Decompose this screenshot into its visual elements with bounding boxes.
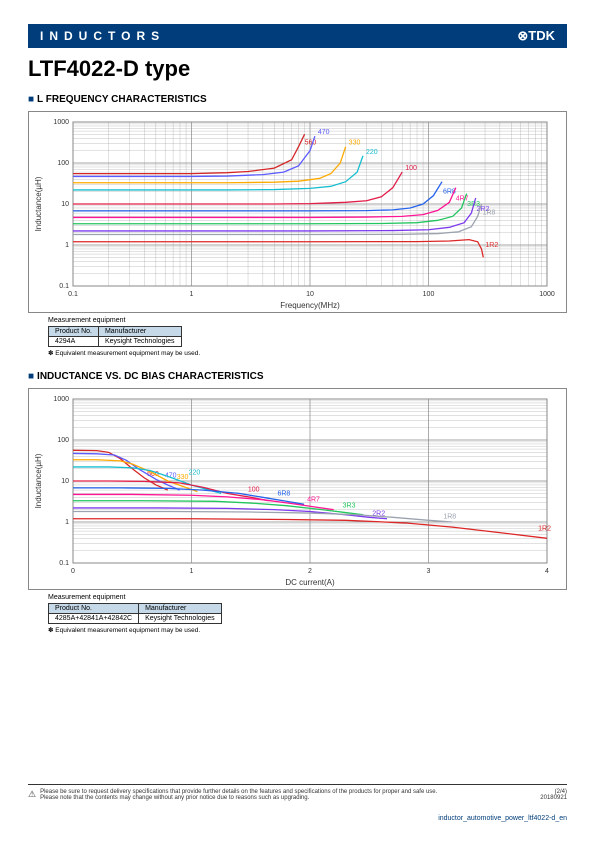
svg-text:1: 1: [190, 568, 194, 575]
svg-text:10: 10: [61, 478, 69, 485]
equipment-note: ✽ Equivalent measurement equipment may b…: [48, 626, 567, 634]
svg-text:100: 100: [423, 291, 435, 298]
svg-text:4: 4: [545, 568, 549, 575]
svg-text:DC current(A): DC current(A): [285, 578, 335, 587]
chart-l-frequency: 0.1 1 10 100 1000 0.1 1 10 100 1000 560470 330 220 10…: [29, 112, 557, 312]
svg-text:10: 10: [61, 201, 69, 208]
section-title-2: INDUCTANCE VS. DC BIAS CHARACTERISTICS: [28, 371, 567, 382]
svg-text:1R2: 1R2: [538, 526, 551, 533]
svg-text:1000: 1000: [53, 119, 69, 126]
svg-text:220: 220: [366, 149, 378, 156]
svg-text:0: 0: [71, 568, 75, 575]
equipment-box-1: Measurement equipment Product No.Manufac…: [48, 317, 567, 357]
section-title-1: L FREQUENCY CHARACTERISTICS: [28, 94, 567, 105]
svg-text:100: 100: [57, 160, 69, 167]
equip-col-1: Manufacturer: [98, 327, 181, 337]
page-title: LTF4022-D type: [28, 56, 567, 82]
footer-date: 20180921: [540, 795, 567, 801]
footer-docid: inductor_automotive_power_ltf4022-d_en: [28, 815, 567, 822]
svg-text:1: 1: [65, 242, 69, 249]
svg-text:470: 470: [318, 129, 330, 136]
equipment-box-2: Measurement equipment Product No.Manufac…: [48, 594, 567, 634]
svg-text:1R8: 1R8: [443, 513, 456, 520]
svg-text:100: 100: [57, 437, 69, 444]
svg-text:330: 330: [349, 140, 361, 147]
svg-text:1R8: 1R8: [483, 209, 496, 216]
category-label: INDUCTORS: [40, 29, 165, 43]
svg-text:10: 10: [306, 291, 314, 298]
svg-text:1: 1: [190, 291, 194, 298]
brand-logo: ⊗TDK: [517, 28, 555, 44]
svg-text:220: 220: [189, 469, 201, 476]
svg-text:1000: 1000: [539, 291, 555, 298]
equipment-table-1: Product No.Manufacturer 4294AKeysight Te…: [48, 326, 182, 347]
equip-col-0: Product No.: [49, 327, 99, 337]
equip-col-0: Product No.: [49, 604, 139, 614]
svg-text:1: 1: [65, 519, 69, 526]
footer: ⚠ Please be sure to request delivery spe…: [28, 784, 567, 822]
svg-text:0.1: 0.1: [59, 560, 69, 567]
equipment-label: Measurement equipment: [48, 594, 567, 601]
svg-text:Frequency(MHz): Frequency(MHz): [280, 301, 340, 310]
svg-text:2: 2: [308, 568, 312, 575]
warning-icon: ⚠: [28, 789, 36, 800]
equip-cell: Keysight Technologies: [139, 614, 222, 624]
equip-col-1: Manufacturer: [139, 604, 222, 614]
equipment-table-2: Product No.Manufacturer 4285A+42841A+428…: [48, 603, 222, 624]
header-band: INDUCTORS ⊗TDK: [28, 24, 567, 48]
svg-text:1R2: 1R2: [485, 242, 498, 249]
svg-text:560: 560: [305, 140, 317, 147]
equip-cell: 4294A: [49, 337, 99, 347]
svg-text:6R8: 6R8: [277, 490, 290, 497]
chart-1-container: 0.1 1 10 100 1000 0.1 1 10 100 1000 560470 330 220 10…: [28, 111, 567, 313]
chart-dc-bias: 0.11101001000012345604703302201006R84R73…: [29, 389, 557, 589]
equipment-label: Measurement equipment: [48, 317, 567, 324]
svg-text:0.1: 0.1: [68, 291, 78, 298]
equip-cell: 4285A+42841A+42842C: [49, 614, 139, 624]
svg-text:3R3: 3R3: [343, 503, 356, 510]
svg-text:4R7: 4R7: [307, 497, 320, 504]
svg-text:Inductance(µH): Inductance(µH): [34, 453, 43, 508]
equipment-note: ✽ Equivalent measurement equipment may b…: [48, 349, 567, 357]
chart-2-container: 0.11101001000012345604703302201006R84R73…: [28, 388, 567, 590]
svg-text:1000: 1000: [53, 396, 69, 403]
svg-text:Inductance(µH): Inductance(µH): [34, 176, 43, 231]
svg-text:100: 100: [405, 165, 417, 172]
svg-text:100: 100: [248, 486, 260, 493]
footer-warn-2: Please note that the contents may change…: [40, 795, 437, 801]
equip-cell: Keysight Technologies: [98, 337, 181, 347]
svg-text:3: 3: [427, 568, 431, 575]
svg-text:0.1: 0.1: [59, 283, 69, 290]
